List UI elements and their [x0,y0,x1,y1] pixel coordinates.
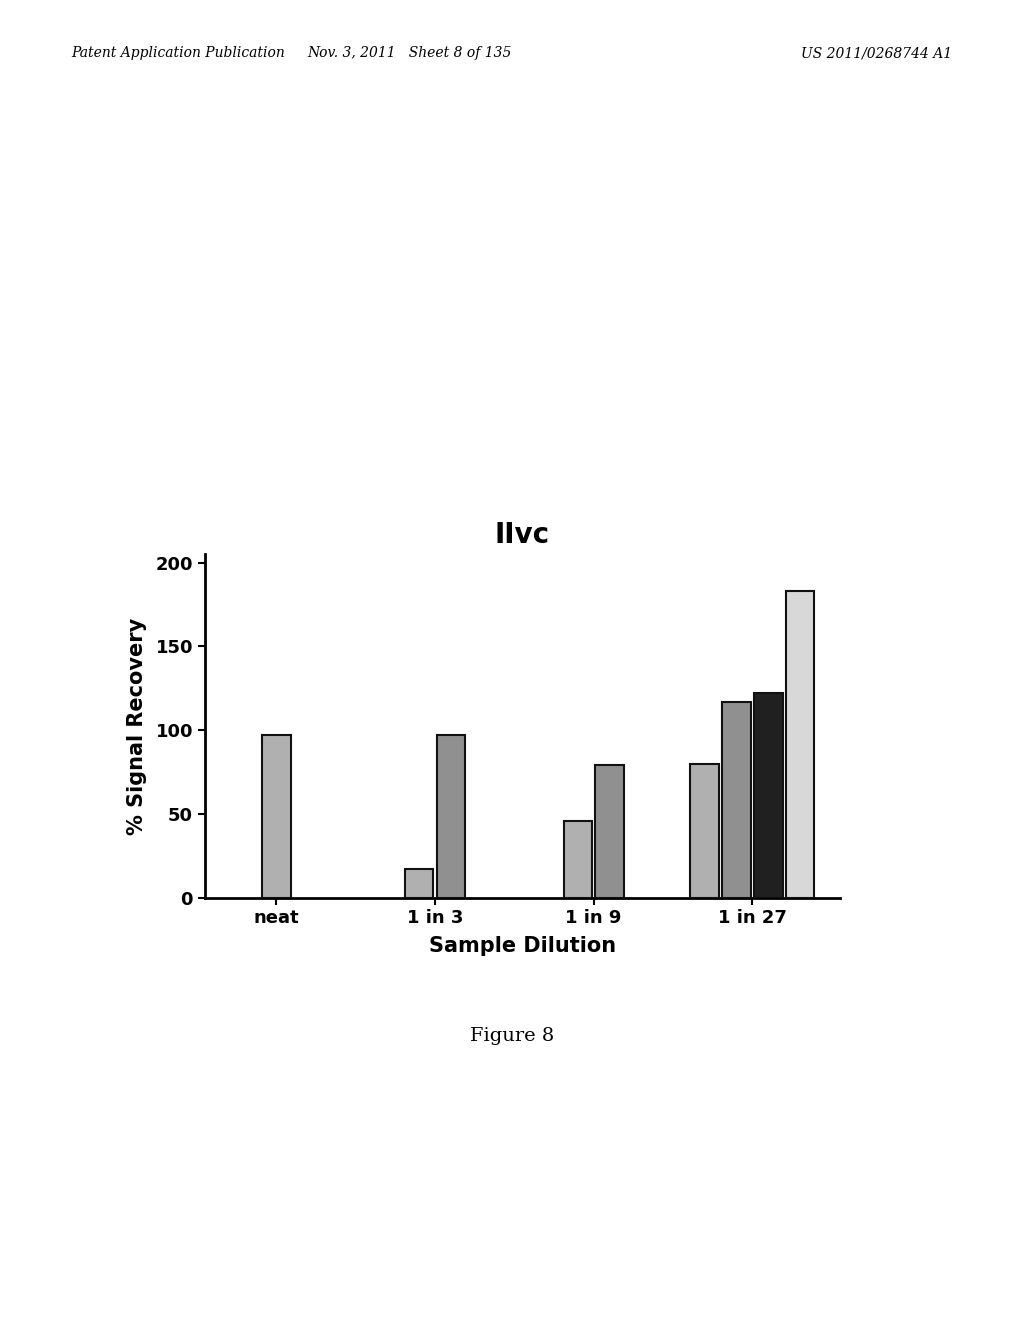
Bar [404,869,433,898]
Title: IIvc: IIvc [495,521,550,549]
Text: Figure 8: Figure 8 [470,1027,554,1045]
X-axis label: Sample Dilution: Sample Dilution [429,936,615,956]
Text: Nov. 3, 2011   Sheet 8 of 135: Nov. 3, 2011 Sheet 8 of 135 [307,46,512,61]
Bar [595,766,624,898]
Bar [754,693,782,898]
Text: Patent Application Publication: Patent Application Publication [72,46,286,61]
Text: US 2011/0268744 A1: US 2011/0268744 A1 [801,46,952,61]
Y-axis label: % Signal Recovery: % Signal Recovery [127,618,147,834]
Bar [690,764,719,898]
Bar [262,735,291,898]
Bar [722,702,751,898]
Bar [785,591,814,898]
Bar [563,821,592,898]
Bar [436,735,465,898]
